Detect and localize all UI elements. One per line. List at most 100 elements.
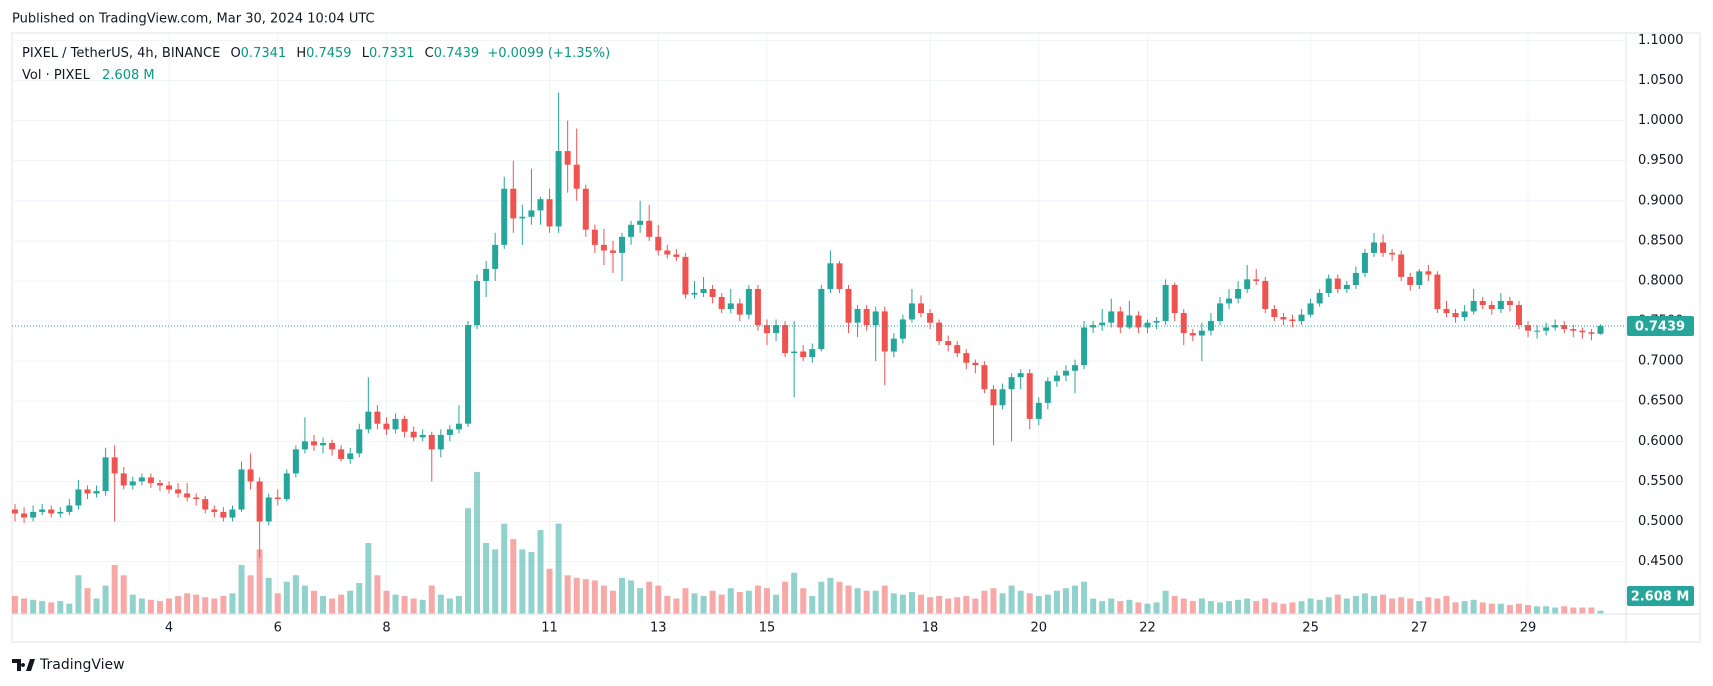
candle-body xyxy=(256,481,263,522)
volume-bar xyxy=(573,577,580,614)
volume-bar xyxy=(1035,595,1042,614)
candle-body xyxy=(609,250,616,253)
volume-bar xyxy=(1271,602,1278,614)
x-tick-label: 22 xyxy=(1139,621,1156,636)
candle-body xyxy=(872,311,879,326)
candle-body xyxy=(1570,329,1577,331)
volume-bar xyxy=(1497,603,1504,614)
volume-bar xyxy=(1361,593,1368,614)
volume-bar xyxy=(419,599,426,614)
volume-bar xyxy=(945,598,952,614)
candle-body xyxy=(1470,301,1477,312)
candle-body xyxy=(773,325,780,334)
candle-body xyxy=(972,362,979,366)
volume-bar xyxy=(238,564,245,614)
x-tick-label: 25 xyxy=(1302,621,1319,636)
candle-body xyxy=(782,325,789,354)
volume-bar xyxy=(1198,598,1205,614)
y-tick-label: 0.6000 xyxy=(1638,434,1684,449)
volume-bar xyxy=(927,597,934,614)
volume-bar xyxy=(999,593,1006,614)
candle-body xyxy=(184,493,191,498)
candle-body xyxy=(220,511,227,518)
volume-bar xyxy=(1380,594,1387,614)
volume-bar xyxy=(1434,598,1441,614)
candle-body xyxy=(1126,315,1133,328)
candle-body xyxy=(591,229,598,245)
candle-body xyxy=(1434,274,1441,310)
volume-bar xyxy=(1053,590,1060,614)
volume-bar xyxy=(102,585,109,614)
candle-body xyxy=(918,303,924,314)
volume-bar xyxy=(528,552,535,614)
volume-bar xyxy=(899,594,906,614)
candle-body xyxy=(791,351,798,354)
volume-bar xyxy=(111,564,118,614)
y-tick-label: 0.5500 xyxy=(1638,474,1684,489)
volume-bar xyxy=(1126,599,1133,614)
volume-bar xyxy=(211,598,218,614)
candle-body xyxy=(156,483,163,486)
volume-bar xyxy=(193,594,200,614)
candle-body xyxy=(166,485,173,490)
candle-body xyxy=(374,411,381,424)
volume-bar xyxy=(800,588,807,614)
candle-body xyxy=(1044,381,1051,403)
volume-bar xyxy=(1515,603,1522,614)
candle-body xyxy=(455,423,462,430)
high-value: 0.7459 xyxy=(306,46,352,61)
chart-frame xyxy=(11,32,1701,643)
volume-bar xyxy=(365,542,372,614)
volume-bar xyxy=(265,577,272,614)
candle-body xyxy=(1452,313,1459,318)
volume-bar xyxy=(510,539,517,614)
volume-bar xyxy=(1117,601,1124,614)
candle-body xyxy=(229,509,236,518)
candle-body xyxy=(1497,301,1504,310)
candle-body xyxy=(1017,373,1024,378)
candle-body xyxy=(836,263,843,289)
volume-bar xyxy=(1407,598,1414,614)
candle-body xyxy=(546,199,553,227)
volume-bar xyxy=(1099,601,1106,614)
candle-body xyxy=(1062,370,1069,376)
candle-body xyxy=(84,489,91,494)
volume-bar xyxy=(1488,603,1495,614)
candle-body xyxy=(247,469,254,482)
volume-bar xyxy=(1506,604,1513,614)
candle-body xyxy=(138,477,145,482)
candle-body xyxy=(528,210,535,217)
candle-body xyxy=(1189,333,1196,336)
candle-body xyxy=(1425,271,1432,275)
candle-body xyxy=(718,296,725,310)
volume-bar xyxy=(1189,601,1196,614)
volume-bar xyxy=(691,593,698,614)
candle-body xyxy=(899,319,906,339)
volume-bar xyxy=(1579,607,1586,614)
volume-bar xyxy=(138,598,145,614)
candle-body xyxy=(600,244,607,251)
candle-body xyxy=(383,423,390,430)
volume-bar xyxy=(1534,606,1541,614)
volume-bar xyxy=(1253,601,1260,614)
candle-body xyxy=(1072,365,1079,371)
candle-body xyxy=(465,325,471,424)
volume-bar xyxy=(673,598,680,614)
volume-bar xyxy=(1343,598,1350,614)
candle-body xyxy=(628,224,635,237)
volume-bar xyxy=(1026,593,1033,614)
volume-bar xyxy=(120,575,127,614)
volume-bar xyxy=(75,575,82,614)
volume-bar xyxy=(247,575,254,614)
candle-body xyxy=(283,473,290,500)
candle-body xyxy=(501,188,508,245)
candle-body xyxy=(1162,284,1169,322)
candle-body xyxy=(1244,279,1251,289)
candle-body xyxy=(238,469,245,510)
x-tick-label: 29 xyxy=(1520,621,1537,636)
volume-bar xyxy=(1235,599,1242,614)
candle-body xyxy=(1389,252,1396,255)
x-tick-label: 20 xyxy=(1031,621,1048,636)
x-tick-label: 6 xyxy=(274,621,282,636)
volume-bar xyxy=(310,590,317,614)
